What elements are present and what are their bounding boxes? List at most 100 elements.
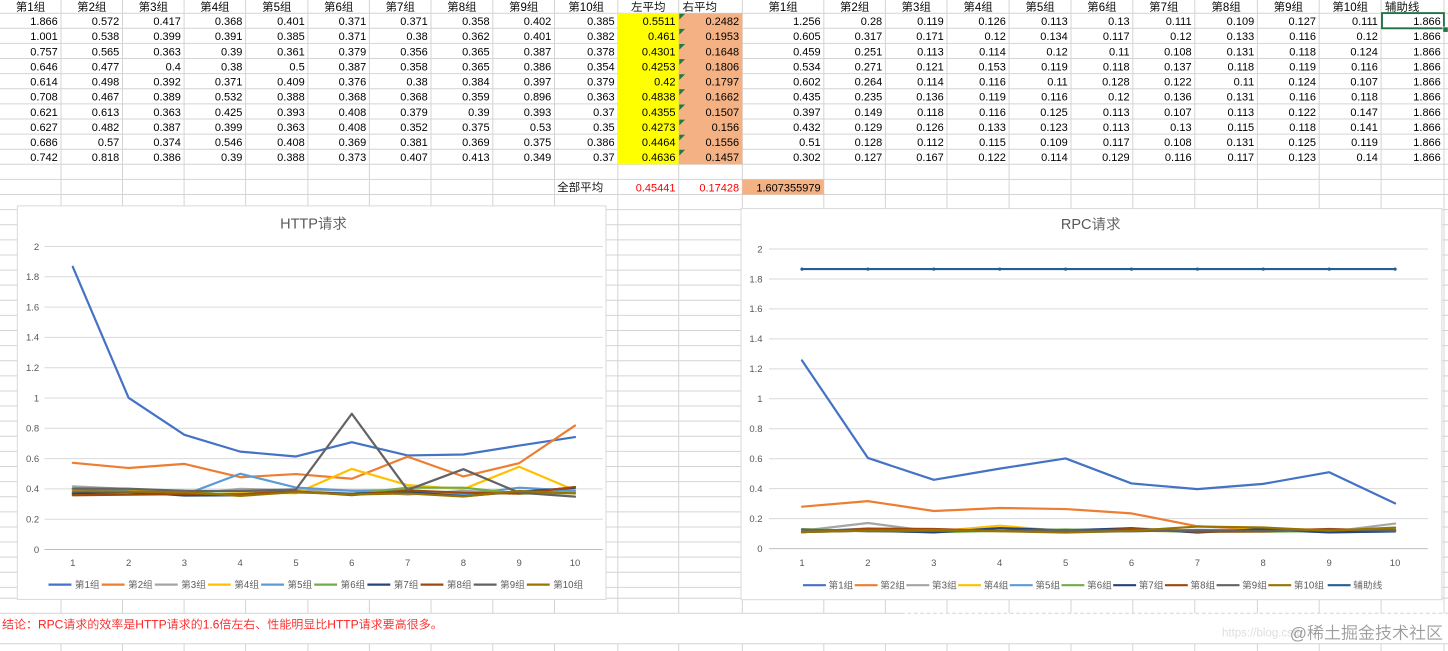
svg-text:0.432: 0.432	[793, 122, 821, 134]
svg-text:0.397: 0.397	[524, 77, 552, 89]
svg-text:0.128: 0.128	[1102, 77, 1130, 89]
svg-text:0.124: 0.124	[1350, 46, 1378, 58]
svg-text:0.742: 0.742	[30, 152, 58, 164]
svg-text:0.121: 0.121	[916, 61, 944, 73]
svg-text:1.6: 1.6	[26, 302, 39, 313]
svg-text:0.363: 0.363	[587, 92, 615, 104]
svg-text:0.57: 0.57	[98, 137, 119, 149]
svg-text:0.1556: 0.1556	[705, 137, 739, 149]
svg-text:0.113: 0.113	[1103, 107, 1130, 119]
svg-text:1.2: 1.2	[26, 363, 39, 374]
svg-text:0.271: 0.271	[855, 61, 883, 73]
svg-text:1.2: 1.2	[749, 364, 762, 375]
svg-text:0.613: 0.613	[92, 107, 120, 119]
svg-text:1.6: 1.6	[203, 618, 220, 632]
svg-text:0.123: 0.123	[1288, 152, 1316, 164]
svg-text:0.359: 0.359	[462, 92, 490, 104]
svg-text:0.397: 0.397	[793, 107, 821, 119]
svg-text:0.53: 0.53	[530, 122, 551, 134]
svg-text:0.614: 0.614	[30, 77, 58, 89]
svg-text:1.866: 1.866	[1413, 31, 1441, 43]
svg-text:0.2: 0.2	[749, 514, 762, 525]
svg-text:0.1797: 0.1797	[705, 77, 739, 89]
svg-text:0.113: 0.113	[1227, 107, 1254, 119]
svg-text:0.39: 0.39	[468, 107, 489, 119]
svg-text:0.141: 0.141	[1350, 122, 1378, 134]
svg-text:0.126: 0.126	[916, 122, 944, 134]
svg-text:0.365: 0.365	[462, 46, 490, 58]
svg-text:0.126: 0.126	[978, 16, 1006, 28]
svg-text:0.13: 0.13	[1108, 16, 1129, 28]
svg-text:0.435: 0.435	[793, 92, 821, 104]
svg-text:HTTP: HTTP	[135, 618, 166, 632]
svg-text:6: 6	[336, 2, 342, 14]
svg-text:3: 3	[931, 558, 936, 569]
svg-text:5: 5	[297, 580, 302, 591]
svg-text:1.866: 1.866	[30, 16, 58, 28]
svg-text:9: 9	[1285, 2, 1291, 14]
svg-text:0.118: 0.118	[1289, 122, 1316, 134]
svg-text:0.1507: 0.1507	[705, 107, 739, 119]
svg-text:0.8: 0.8	[26, 424, 39, 435]
svg-text:0.114: 0.114	[917, 77, 944, 89]
svg-text:0.386: 0.386	[587, 137, 615, 149]
svg-text:0.119: 0.119	[1041, 61, 1068, 73]
svg-text:0.136: 0.136	[1164, 92, 1192, 104]
svg-text:0.4273: 0.4273	[642, 122, 676, 134]
svg-text:0.379: 0.379	[339, 46, 367, 58]
svg-text:2: 2	[865, 558, 870, 569]
svg-text:0.136: 0.136	[916, 92, 944, 104]
svg-text:0: 0	[34, 545, 39, 556]
svg-text:0.371: 0.371	[400, 16, 428, 28]
svg-text:HTTP: HTTP	[327, 618, 358, 632]
svg-text:0.354: 0.354	[587, 61, 615, 73]
svg-text:4: 4	[997, 558, 1002, 569]
svg-text:4: 4	[244, 580, 250, 591]
svg-text:1.6: 1.6	[749, 304, 762, 315]
svg-text:0.118: 0.118	[1289, 46, 1316, 58]
svg-text:3: 3	[191, 580, 196, 591]
svg-text:0.149: 0.149	[855, 107, 883, 119]
svg-text:0.896: 0.896	[524, 92, 552, 104]
svg-text:0.402: 0.402	[524, 16, 552, 28]
svg-text:0.129: 0.129	[855, 122, 883, 134]
svg-text:0.39: 0.39	[221, 152, 242, 164]
svg-text:9: 9	[510, 580, 515, 591]
svg-text:0.1806: 0.1806	[705, 61, 739, 73]
svg-text:6: 6	[349, 558, 354, 569]
svg-text:10: 10	[1304, 581, 1315, 592]
svg-text:0.392: 0.392	[153, 77, 181, 89]
svg-text:0.565: 0.565	[92, 46, 120, 58]
svg-text:2: 2	[89, 2, 95, 14]
svg-text:0.374: 0.374	[153, 137, 181, 149]
svg-text:0.408: 0.408	[339, 122, 367, 134]
svg-text:0.317: 0.317	[855, 31, 883, 43]
svg-text:0.373: 0.373	[339, 152, 367, 164]
svg-text:0.387: 0.387	[339, 61, 367, 73]
svg-text:0.127: 0.127	[855, 152, 883, 164]
svg-text:0.605: 0.605	[793, 31, 821, 43]
svg-text:0.369: 0.369	[339, 137, 367, 149]
svg-text:0.376: 0.376	[339, 77, 367, 89]
svg-text:0.37: 0.37	[593, 107, 614, 119]
svg-text:1: 1	[34, 393, 39, 404]
svg-text:4: 4	[212, 2, 219, 14]
svg-text:0.11: 0.11	[1234, 77, 1255, 89]
svg-text:0.119: 0.119	[917, 16, 944, 28]
svg-text:0.171: 0.171	[916, 31, 944, 43]
svg-text:0.122: 0.122	[1288, 107, 1316, 119]
svg-text:3: 3	[913, 2, 919, 14]
svg-text:3: 3	[150, 2, 156, 14]
svg-text:1.001: 1.001	[30, 31, 58, 43]
svg-text:7: 7	[1195, 558, 1200, 569]
svg-text:3: 3	[182, 558, 187, 569]
svg-text:0.118: 0.118	[1351, 92, 1378, 104]
svg-text:0.708: 0.708	[30, 92, 58, 104]
svg-text:0: 0	[757, 544, 762, 555]
svg-text:HTTP: HTTP	[280, 217, 318, 233]
svg-text:0.757: 0.757	[30, 46, 58, 58]
svg-text:0.116: 0.116	[1041, 92, 1068, 104]
svg-text:0.113: 0.113	[1103, 122, 1130, 134]
svg-text:0.123: 0.123	[1040, 122, 1068, 134]
svg-text:0.4: 0.4	[166, 61, 181, 73]
